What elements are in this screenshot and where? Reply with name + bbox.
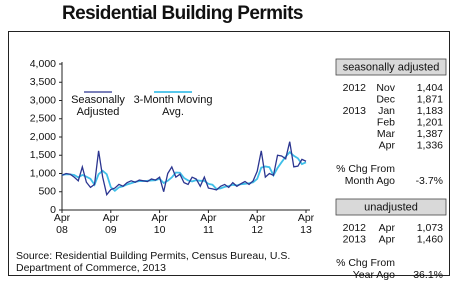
legend-label-box: 3-Month Moving Avg. xyxy=(133,94,213,118)
row-value: 1,073 xyxy=(417,222,443,234)
row-month: Mar xyxy=(377,128,396,140)
x-tick-label: Apr 09 xyxy=(102,212,119,236)
frame xyxy=(8,31,450,276)
x-tick-label-box: Apr 09 xyxy=(102,212,119,236)
x-tick-label: Apr 10 xyxy=(151,212,168,236)
x-tick-label-box: Apr 11 xyxy=(200,212,217,236)
change-value: -3.7% xyxy=(416,175,443,187)
row-value: 1,404 xyxy=(417,82,443,94)
y-tick-label: 2,500 xyxy=(30,113,56,125)
series-line xyxy=(61,141,307,197)
row-month: Dec xyxy=(376,93,395,105)
x-tick-label-box: Apr 12 xyxy=(249,212,266,236)
row-year: 2012 xyxy=(343,82,367,94)
row-month: Apr xyxy=(379,139,396,151)
y-tick-label: 3,500 xyxy=(30,76,56,88)
y-tick-label: 3,000 xyxy=(30,94,56,106)
chart-title: Residential Building Permits xyxy=(62,3,303,24)
y-tick-label: 0 xyxy=(50,204,56,216)
x-tick-label-box: Apr 10 xyxy=(151,212,168,236)
row-month: Feb xyxy=(377,116,395,128)
y-tick-label: 500 xyxy=(38,186,56,198)
row-value: 1,460 xyxy=(417,233,443,245)
source-note-box: Source: Residential Building Permits, Ce… xyxy=(16,250,291,274)
change-label: Year Ago xyxy=(353,269,395,281)
row-value: 1,871 xyxy=(417,93,443,105)
row-year: 2012 xyxy=(343,222,367,234)
row-year: 2013 xyxy=(343,233,367,245)
change-label: Month Ago xyxy=(345,175,395,187)
x-tick-label-box: Apr 13 xyxy=(297,212,315,236)
table-header-bg xyxy=(335,58,447,76)
legend-label-box: Seasonally Adjusted xyxy=(71,94,125,118)
row-value: 1,336 xyxy=(417,139,443,151)
table-header: unadjusted xyxy=(364,201,418,213)
source-note: Source: Residential Building Permits, Ce… xyxy=(16,250,291,274)
row-value: 1,183 xyxy=(417,105,443,117)
row-month: Apr xyxy=(379,222,396,234)
change-value: 36.1% xyxy=(413,269,443,281)
x-tick-label-box: Apr 08 xyxy=(53,212,71,236)
change-label: % Chg From xyxy=(336,257,395,269)
legend-label: 3-Month Moving Avg. xyxy=(133,94,213,118)
row-month: Nov xyxy=(376,82,395,94)
series-line xyxy=(61,150,307,192)
row-value: 1,201 xyxy=(417,116,443,128)
row-year: 2013 xyxy=(343,105,367,117)
x-tick-label: Apr 08 xyxy=(53,212,71,236)
y-tick-label: 4,000 xyxy=(30,58,56,70)
x-tick-label: Apr 11 xyxy=(200,212,217,236)
y-tick-label: 1,000 xyxy=(30,167,56,179)
table-header-bg xyxy=(335,198,447,216)
row-value: 1,387 xyxy=(417,128,443,140)
table-header: seasonally adjusted xyxy=(343,61,440,73)
change-label: % Chg From xyxy=(336,163,395,175)
row-month: Jan xyxy=(378,105,395,117)
x-tick-label: Apr 12 xyxy=(249,212,266,236)
y-tick-label: 1,500 xyxy=(30,149,56,161)
legend-label: Seasonally Adjusted xyxy=(71,94,125,118)
row-month: Apr xyxy=(379,233,396,245)
y-tick-label: 2,000 xyxy=(30,131,56,143)
x-tick-label: Apr 13 xyxy=(297,212,315,236)
